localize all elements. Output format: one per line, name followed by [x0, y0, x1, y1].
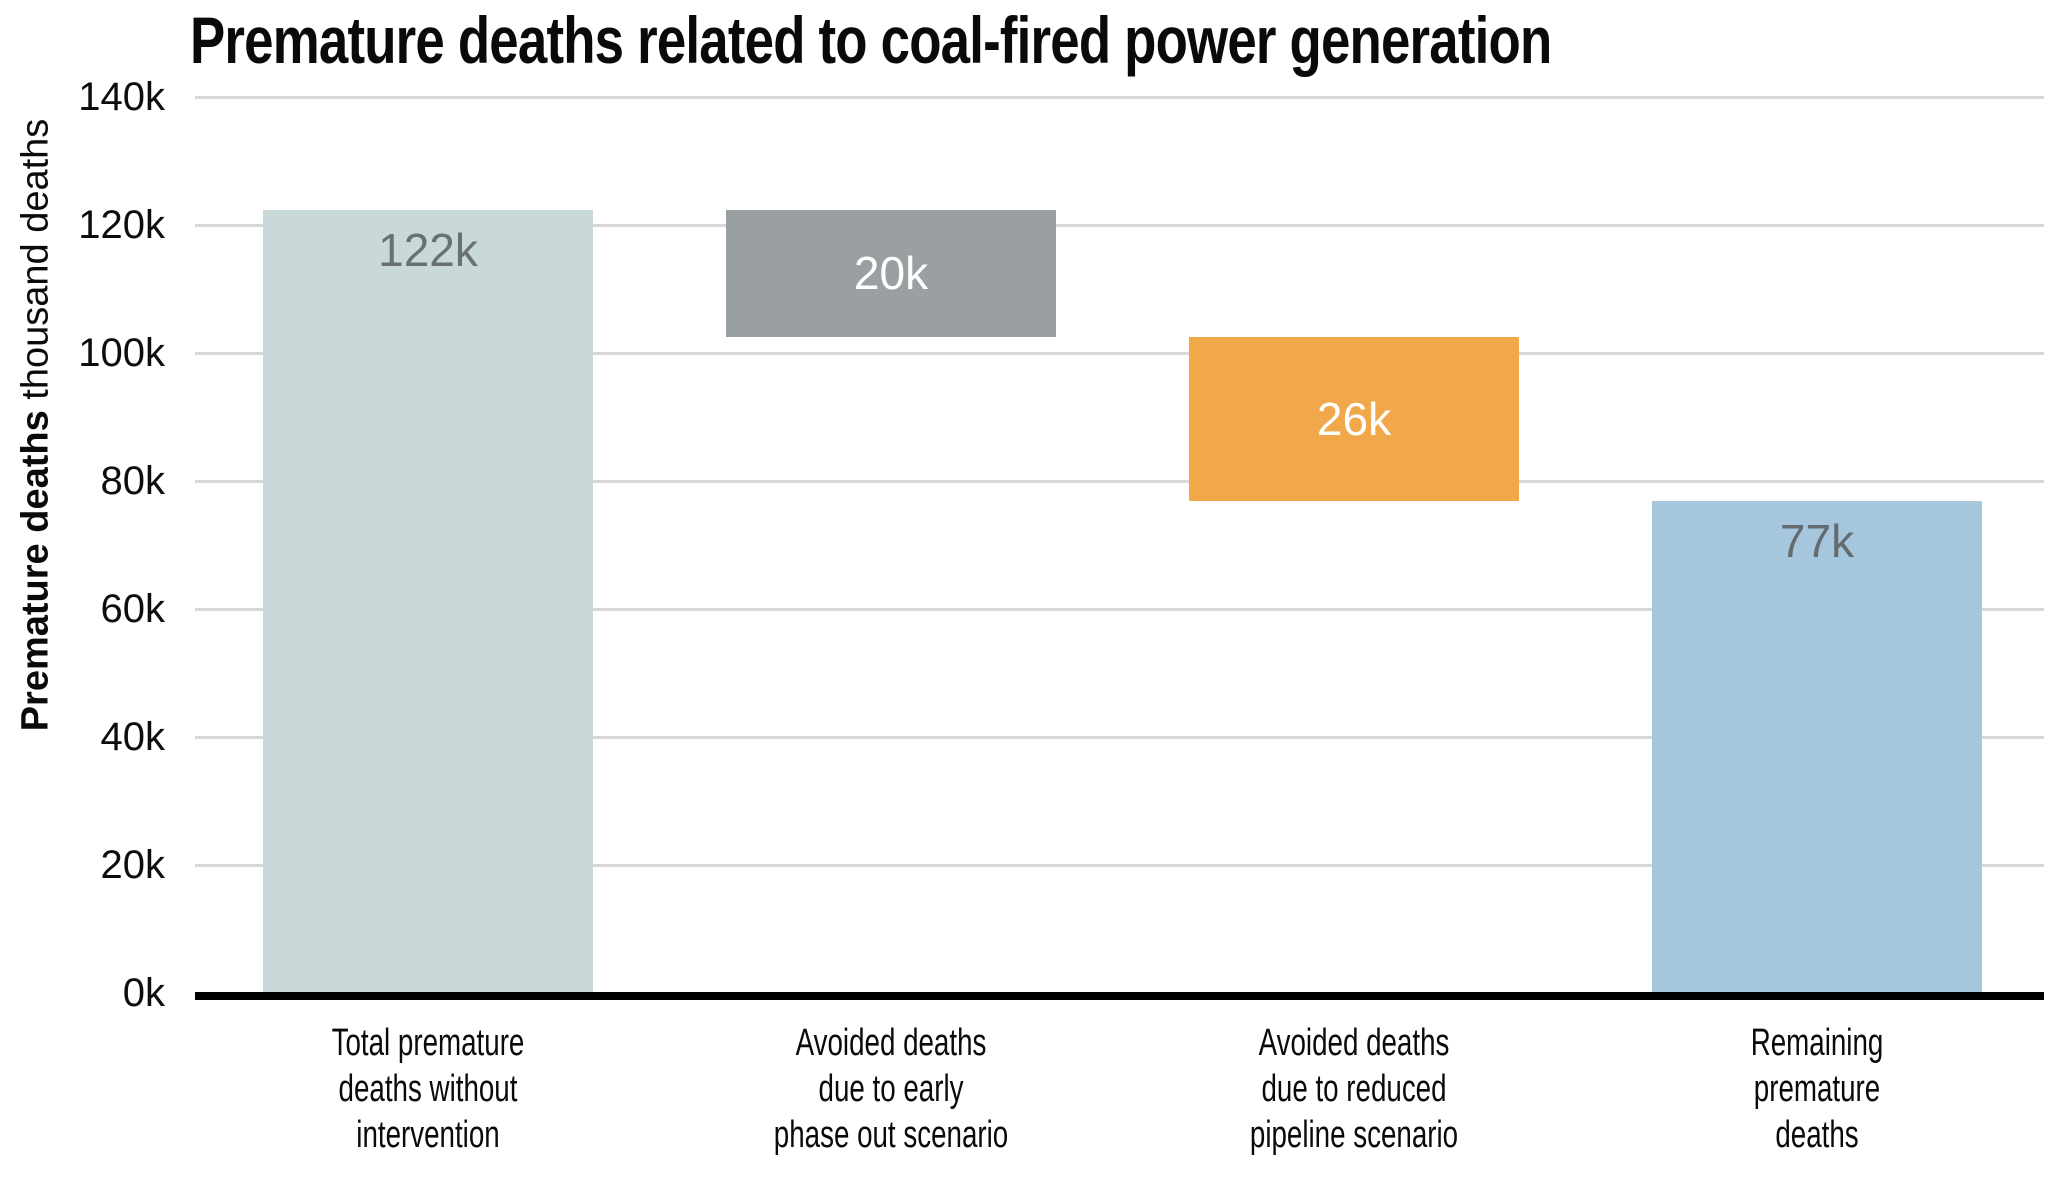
y-tick-label-100k: 100k	[78, 331, 165, 375]
bar-segment-2	[726, 209, 1056, 337]
bar-segment-1	[263, 209, 593, 993]
gridline-80k	[195, 480, 2044, 483]
y-tick-label-140k: 140k	[78, 75, 165, 119]
gridline-100k	[195, 352, 2044, 355]
gridline-140k	[195, 96, 2044, 99]
x-axis-line	[195, 992, 2044, 1000]
x-axis-label-2: Avoided deaths due to early phase out sc…	[773, 1022, 1009, 1156]
y-tick-label-0k: 0k	[122, 971, 165, 1015]
x-axis-label-1: Total premature deaths without intervent…	[331, 1022, 525, 1156]
y-tick-label-20k: 20k	[100, 843, 166, 887]
bar-segment-4	[1652, 501, 1982, 993]
y-tick-label-40k: 40k	[100, 715, 166, 759]
x-axis-label-4: Remaining premature deaths	[1750, 1022, 1884, 1156]
chart-title: Premature deaths related to coal-fired p…	[190, 2, 1892, 78]
bar-segment-3	[1189, 337, 1519, 502]
gridline-40k	[195, 736, 2044, 739]
bar-value-label-1: 122k	[378, 223, 478, 276]
y-tick-label-80k: 80k	[100, 459, 166, 503]
gridline-60k	[195, 608, 2044, 611]
bar-value-label-2: 20k	[853, 247, 929, 300]
gridline-20k	[195, 864, 2044, 867]
bar-value-label-4: 77k	[1779, 515, 1855, 568]
y-tick-label-60k: 60k	[100, 587, 166, 631]
y-tick-label-120k: 120k	[78, 203, 165, 247]
bar-value-label-3: 26k	[1316, 393, 1392, 446]
gridline-120k	[195, 224, 2044, 227]
x-axis-label-3: Avoided deaths due to reduced pipeline s…	[1249, 1022, 1459, 1156]
chart-title-text: Premature deaths related to coal-fired p…	[190, 3, 1552, 77]
